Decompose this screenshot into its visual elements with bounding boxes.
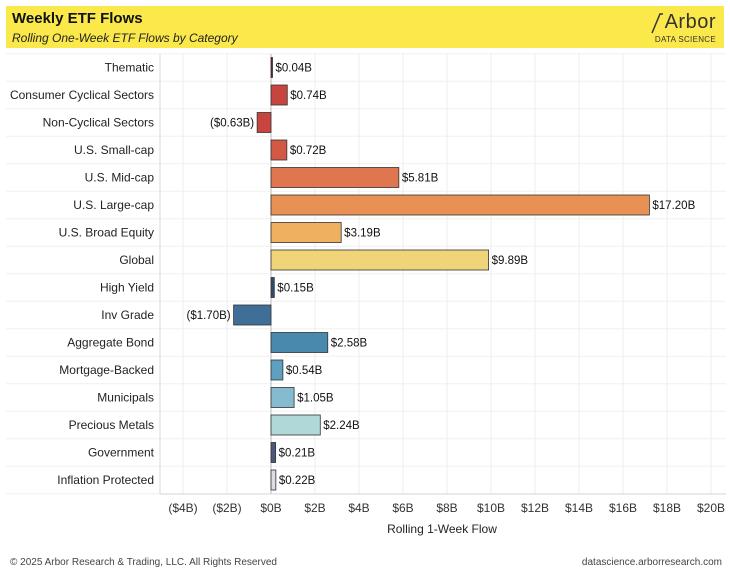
bar: [270, 194, 650, 216]
bar: [233, 304, 272, 326]
bar: [270, 167, 400, 188]
category-label: Precious Metals: [69, 418, 154, 432]
data-label: $2.58B: [331, 338, 368, 350]
category-label: U.S. Broad Equity: [59, 226, 154, 240]
data-label: $3.19B: [344, 228, 381, 240]
data-label: ($0.63B): [210, 118, 254, 130]
logo-subtext: DATA SCIENCE: [654, 35, 716, 44]
x-tick-label: $0B: [260, 501, 281, 515]
category-label: Non-Cyclical Sectors: [43, 116, 154, 130]
data-label: $2.24B: [323, 420, 360, 432]
data-label: $5.81B: [402, 173, 439, 185]
x-tick-label: $6B: [392, 501, 413, 515]
x-tick-label: $16B: [609, 501, 637, 515]
footer-website: datascience.arborresearch.com: [581, 557, 722, 568]
x-tick-label: $14B: [565, 501, 593, 515]
x-tick-label: ($2B): [212, 501, 241, 515]
data-label: $0.04B: [276, 63, 313, 75]
bar: [270, 332, 329, 353]
bar: [270, 249, 489, 271]
x-tick-label: $4B: [348, 501, 369, 515]
category-label: Inflation Protected: [57, 473, 154, 487]
bar: [270, 57, 273, 78]
x-tick-label: $20B: [697, 501, 725, 515]
bar: [270, 359, 284, 381]
page-title: Weekly ETF Flows: [12, 10, 143, 27]
labels-layer: Thematic $0.04B Consumer Cyclical Sectors $…: [10, 61, 696, 488]
data-label: $1.05B: [297, 393, 334, 405]
header-banner: Weekly ETF Flows Rolling One-Week ETF Fl…: [6, 6, 724, 48]
x-tick-label: $18B: [653, 501, 681, 515]
x-tick-label: $12B: [521, 501, 549, 515]
data-label: $0.15B: [277, 283, 314, 295]
bar: [256, 112, 272, 133]
data-label: $0.21B: [279, 448, 316, 460]
arbor-logo: Arbor DATA SCIENCE: [630, 9, 718, 47]
category-label: U.S. Mid-cap: [85, 171, 155, 185]
bar: [270, 387, 295, 408]
bars-layer: [233, 57, 650, 491]
data-label: $9.89B: [492, 255, 529, 267]
data-label: $17.20B: [652, 200, 695, 212]
x-tick-label: ($4B): [168, 501, 197, 515]
category-label: High Yield: [100, 281, 154, 295]
data-label: $0.22B: [279, 475, 316, 487]
category-label: Thematic: [105, 61, 154, 75]
bar: [270, 442, 277, 463]
data-label: $0.74B: [290, 90, 327, 102]
category-label: Mortgage-Backed: [59, 363, 154, 377]
x-tick-label: $8B: [436, 501, 457, 515]
footer-copyright: © 2025 Arbor Research & Trading, LLC. Al…: [10, 557, 277, 568]
bar: [270, 222, 342, 243]
category-label: U.S. Small-cap: [74, 143, 154, 157]
bar: [270, 139, 288, 161]
category-label: Government: [88, 446, 155, 460]
etf-flows-chart: Thematic $0.04B Consumer Cyclical Sectors $…: [6, 53, 726, 536]
axis-layer: ($4B) ($2B) $0B $2B $4B $6B $8B $10B $12B $14B $16…: [159, 54, 726, 515]
data-label: ($1.70B): [186, 310, 230, 322]
bar: [270, 414, 321, 436]
category-label: Aggregate Bond: [67, 336, 154, 350]
x-tick-label: $10B: [477, 501, 505, 515]
data-label: $0.54B: [286, 365, 323, 377]
logo-wordmark: Arbor: [664, 11, 716, 33]
x-axis-title: Rolling 1-Week Flow: [387, 522, 497, 536]
data-label: $0.72B: [290, 145, 327, 157]
page-subtitle: Rolling One-Week ETF Flows by Category: [12, 31, 238, 45]
category-label: Global: [119, 253, 154, 267]
x-tick-label: $2B: [304, 501, 325, 515]
category-label: Inv Grade: [101, 308, 154, 322]
arbor-logo-mark-icon: [651, 13, 663, 34]
bar: [270, 84, 288, 106]
category-label: Municipals: [97, 391, 154, 405]
bar: [270, 277, 275, 298]
category-label: U.S. Large-cap: [73, 198, 154, 212]
category-label: Consumer Cyclical Sectors: [10, 88, 154, 102]
bar: [270, 469, 277, 491]
